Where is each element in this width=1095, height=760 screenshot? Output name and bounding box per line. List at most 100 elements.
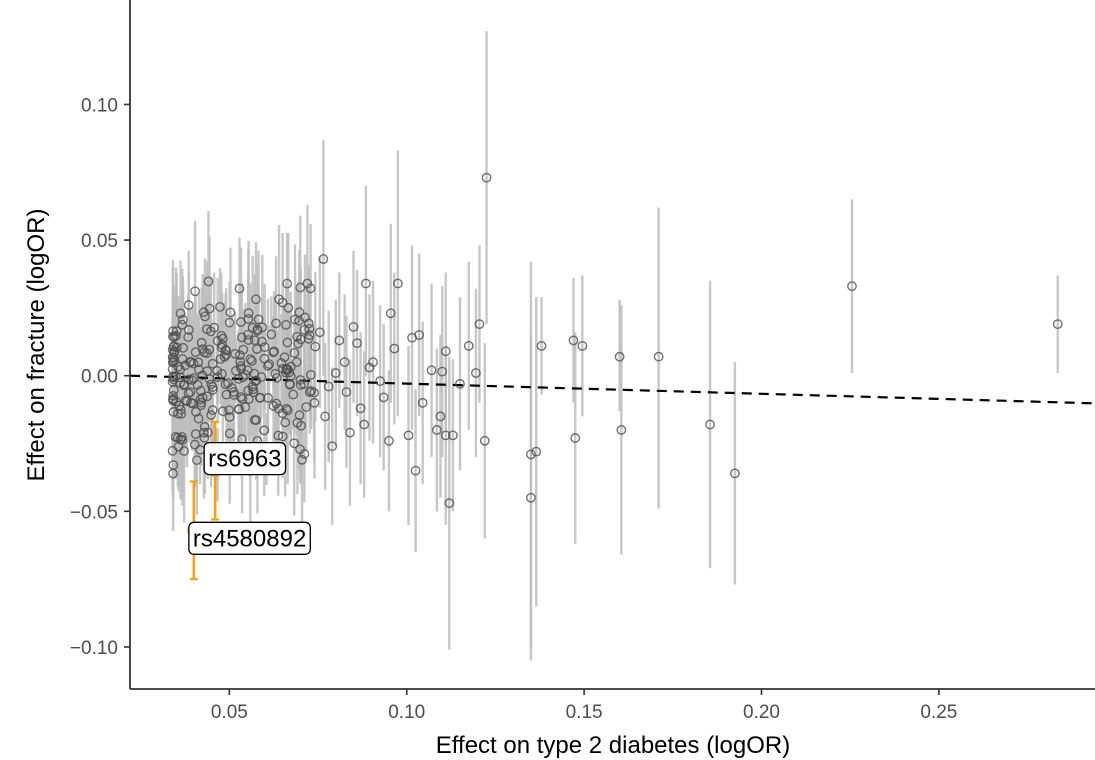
data-point — [207, 405, 218, 415]
data-point — [171, 330, 181, 341]
data-point — [437, 366, 448, 377]
data-point — [536, 340, 547, 351]
data-point — [219, 351, 230, 362]
data-point — [254, 392, 265, 403]
variant-label-box — [188, 521, 311, 555]
data-point — [224, 405, 234, 416]
data-point — [168, 394, 179, 405]
data-point — [305, 369, 316, 380]
data-point — [243, 385, 254, 396]
data-point — [300, 312, 310, 323]
data-point — [299, 449, 310, 459]
data-point — [309, 397, 320, 408]
data-point — [292, 417, 303, 428]
data-point — [289, 438, 300, 449]
data-point — [183, 324, 194, 335]
data-point — [292, 331, 302, 342]
data-point — [364, 362, 375, 373]
data-point — [271, 373, 282, 383]
data-point — [273, 430, 284, 441]
data-point — [273, 403, 284, 414]
data-point — [285, 371, 296, 382]
data-point — [197, 344, 208, 355]
data-point — [271, 318, 281, 329]
data-point — [474, 319, 485, 330]
data-point — [234, 283, 245, 294]
data-point — [426, 365, 437, 376]
data-point — [179, 446, 190, 456]
data-point — [314, 327, 325, 338]
data-point — [440, 430, 451, 441]
x-tick-label: 0.05 — [211, 702, 248, 723]
data-point — [290, 314, 300, 325]
data-point — [191, 455, 202, 466]
y-ticks: −0.10 −0.05 0.00 0.05 0.10 — [70, 95, 130, 659]
data-point — [246, 356, 257, 366]
data-point — [245, 354, 256, 364]
data-point — [240, 369, 251, 380]
data-point — [304, 387, 315, 397]
data-point — [235, 350, 245, 361]
data-point — [237, 394, 248, 404]
data-point — [257, 336, 267, 347]
data-point — [183, 332, 194, 342]
data-point — [355, 403, 366, 414]
data-point — [268, 400, 279, 411]
variant-label-box — [203, 441, 287, 476]
data-point — [277, 297, 288, 308]
data-point — [389, 343, 400, 354]
data-point — [304, 323, 315, 334]
data-point — [276, 358, 287, 368]
data-point — [199, 432, 210, 443]
data-point — [251, 415, 262, 426]
data-point — [168, 407, 179, 417]
data-point — [301, 402, 312, 412]
data-point — [193, 413, 204, 424]
variant-label-text: rs6963 — [208, 446, 281, 473]
data-point — [293, 338, 304, 349]
data-point — [212, 366, 223, 376]
data-point — [238, 372, 248, 383]
data-point — [167, 357, 178, 368]
y-axis-title: Effect on fracture (logOR) — [23, 209, 50, 482]
data-point — [199, 427, 209, 438]
data-point — [168, 341, 179, 352]
data-point — [444, 498, 455, 509]
data-point — [180, 395, 191, 406]
data-point — [207, 384, 218, 395]
data-point — [463, 340, 474, 351]
data-point — [479, 435, 490, 446]
x-tick-label: 0.25 — [920, 702, 957, 723]
data-point — [198, 307, 209, 318]
data-point — [200, 311, 210, 322]
data-point — [435, 411, 446, 422]
variant-label: rs6963 — [203, 441, 287, 476]
data-point — [414, 330, 425, 340]
data-point — [302, 278, 313, 289]
data-point — [577, 340, 588, 351]
data-point — [252, 324, 263, 335]
data-point — [323, 381, 334, 392]
data-point — [279, 352, 290, 363]
data-point — [191, 406, 201, 417]
data-point — [195, 385, 206, 396]
data-point — [277, 363, 288, 374]
data-point — [304, 330, 315, 340]
data-point — [348, 321, 359, 332]
y-tick-label: 0.10 — [81, 95, 118, 116]
data-point — [203, 276, 214, 287]
data-point — [281, 320, 291, 330]
data-point — [168, 352, 179, 363]
data-point — [230, 348, 241, 359]
data-point — [186, 397, 196, 408]
data-point — [227, 383, 237, 393]
axes — [129, 0, 1095, 690]
data-point — [339, 357, 350, 368]
data-point — [375, 376, 386, 387]
data-point — [431, 425, 442, 435]
y-tick-label: 0.00 — [81, 367, 118, 388]
data-point — [341, 387, 352, 397]
data-point — [305, 283, 316, 294]
data-point — [616, 425, 627, 435]
data-point — [310, 341, 321, 352]
